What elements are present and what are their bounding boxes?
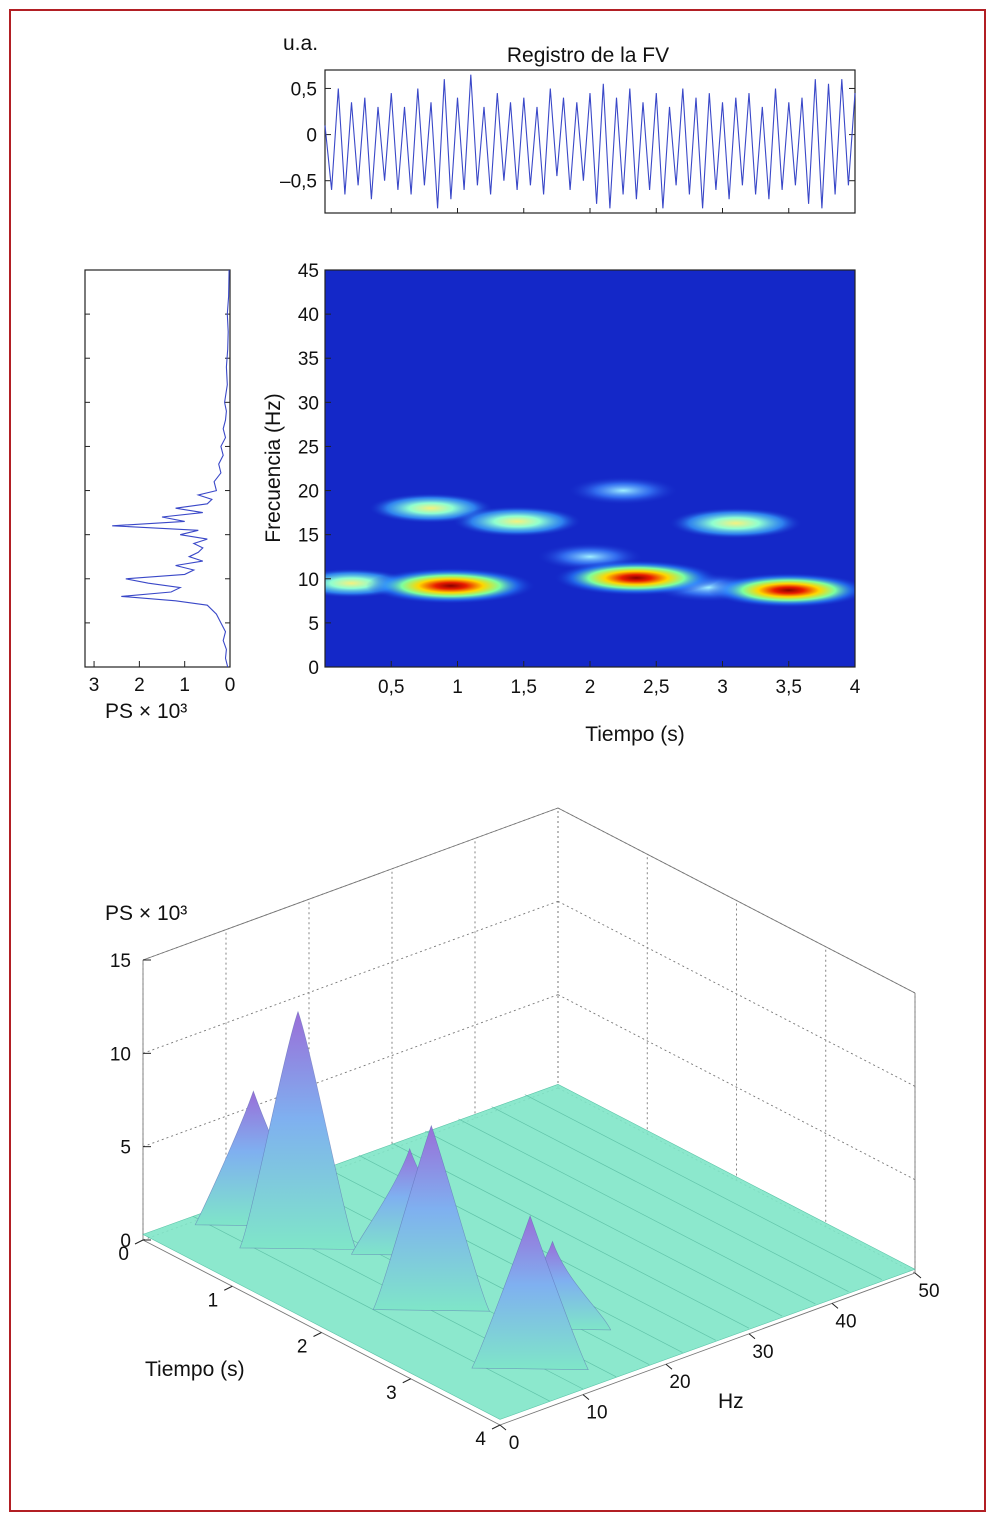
surface-grid-line [142,807,559,961]
spectrogram-blob [452,506,582,537]
spectrogram-y-label: Frecuencia (Hz) [262,393,285,542]
power-spectrum-x-tick-label: 3 [89,675,100,696]
power-spectrum-x-label: PS × 10³ [105,700,187,723]
spectrogram-x-tick-label: 1 [452,677,463,698]
surface-y-tick-mark [748,1333,756,1340]
signal-y-tick-label: –0,5 [280,172,317,193]
spectrogram-y-tick-label: 40 [298,305,319,326]
surface-y-tick-mark [665,1363,673,1370]
signal-title: Registro de la FV [507,44,669,67]
surface-y-tick-label: 20 [669,1372,690,1393]
surface-y-tick-label: 10 [586,1403,607,1424]
spectrogram-x-tick-label: 2,5 [643,677,669,698]
surface-x-tick-label: 3 [386,1383,397,1404]
surface-x-tick-mark [402,1378,411,1384]
surface-grid-line [142,994,559,1148]
spectrogram-x-label: Tiempo (s) [585,723,685,746]
spectrogram-x-tick-label: 3,5 [776,677,802,698]
figure-border [9,9,986,1512]
surface-y-tick-label: 50 [918,1281,939,1302]
surface-peak [471,1214,589,1371]
spectrogram-y-tick-label: 45 [298,261,319,282]
spectrogram-blob [567,476,679,505]
spectrogram-x-tick-label: 1,5 [511,677,537,698]
spectrogram-blob [553,560,720,596]
power-spectrum-x-tick-label: 1 [179,675,190,696]
surface-z-tick-label: 0 [120,1231,131,1252]
spectrogram-background [325,270,855,667]
power-spectrum-line [112,269,230,668]
spectrogram-x-tick-label: 0,5 [378,677,404,698]
spectrogram-y-tick-label: 25 [298,437,319,458]
spectrogram-panel: 0,5 1 1,5 2 2,5 3 3,5 4 0 5 10 15 20 25 30 35 40 45 Tiem… [262,261,861,746]
surface-ripple-line [491,1106,849,1293]
surface-grid-line [499,1272,916,1426]
surface-y-tick-label: 0 [509,1433,520,1454]
surface-z-tick-label: 10 [110,1044,131,1065]
surface-z-label: PS × 10³ [105,902,187,925]
surface-x-tick-label: 1 [208,1290,219,1311]
surface-grid-line [142,900,559,1054]
power-spectrum-axes-frame [84,269,231,668]
spectrogram-y-tick-label: 35 [298,349,319,370]
spectrogram-y-tick-label: 30 [298,393,319,414]
surface-x-tick-mark [313,1332,322,1337]
signal-y-tick-label: 0,5 [291,79,317,100]
surface-x-tick-mark [134,1239,144,1245]
surface-body [142,1010,916,1420]
surface-ripple-line [391,1142,750,1329]
surface-y-tick-mark [582,1394,590,1400]
surface-panel: 0 5 10 15 0 1 2 3 4 0 10 20 30 40 50 PS × 10³ Tiempo… [105,807,940,1454]
surface-y-tick-mark [831,1303,839,1309]
spectrogram-y-tick-label: 15 [298,526,319,547]
surface-x-tick-mark [491,1424,501,1430]
surface-grid-line [557,994,916,1181]
surface-z-tick-label: 5 [120,1138,131,1159]
spectrogram-y-tick-label: 5 [308,614,319,635]
surface-y-tick-mark [499,1424,507,1431]
power-spectrum-panel: 3 2 1 0 PS × 10³ [84,269,236,723]
surface-peak [372,1124,490,1312]
surface-x-tick-label: 2 [297,1337,308,1358]
surface-ripple-line [425,1130,783,1317]
surface-ripple-line [458,1118,816,1305]
surface-ripple-line [524,1094,882,1280]
surface-ripple-line [325,1167,683,1353]
signal-y-label: u.a. [283,32,318,55]
surface-x-tick-mark [224,1285,233,1291]
signal-y-tick-label: 0 [306,126,317,147]
spectrogram-y-tick-label: 20 [298,482,319,503]
surface-y-tick-label: 40 [835,1311,856,1332]
spectrogram-blob [668,507,803,539]
spectrogram-x-tick-label: 3 [717,677,728,698]
surface-y-tick-mark [914,1272,922,1279]
spectrogram-y-tick-label: 10 [298,570,319,591]
spectrogram-blob [708,572,855,608]
spectrogram-x-tick-label: 2 [585,677,596,698]
signal-series-line [324,74,856,209]
surface-x-tick-label: 4 [475,1429,486,1450]
surface-x-tick-label: 0 [118,1244,129,1265]
surface-z-tick-label: 15 [110,951,131,972]
surface-y-label: Hz [718,1390,744,1413]
surface-peak [239,1010,357,1250]
signal-panel: u.a. Registro de la FV 0,5 0 –0,5 [280,32,856,214]
power-spectrum-x-tick-label: 0 [225,675,236,696]
spectrogram-blob [365,567,536,604]
surface-y-tick-label: 30 [752,1342,773,1363]
spectrogram-y-tick-label: 0 [308,658,319,679]
power-spectrum-x-tick-label: 2 [134,675,145,696]
spectrogram-x-tick-label: 4 [850,677,861,698]
surface-grid-line [557,807,916,994]
surface-x-label: Tiempo (s) [145,1358,245,1381]
